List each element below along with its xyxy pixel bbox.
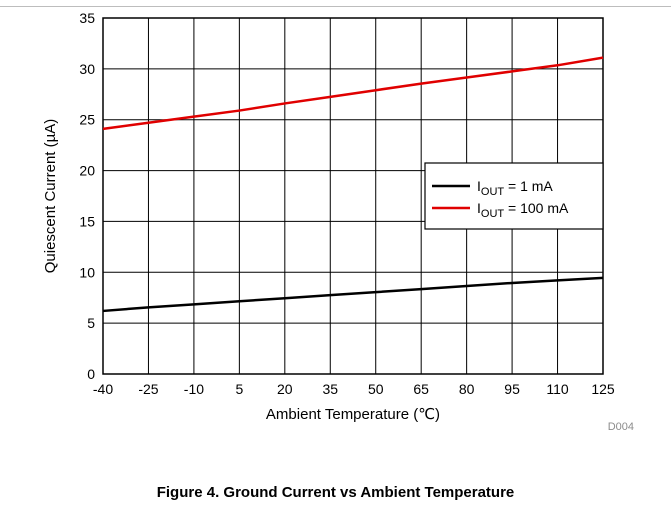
y-tick-label: 25 bbox=[79, 112, 95, 128]
x-tick-label: 5 bbox=[235, 381, 243, 397]
x-tick-label: 80 bbox=[459, 381, 475, 397]
figure-caption: Figure 4. Ground Current vs Ambient Temp… bbox=[156, 484, 515, 501]
legend-label-1: IOUT = 1 mA bbox=[477, 178, 553, 198]
x-tick-label: -40 bbox=[93, 381, 113, 397]
legend-box bbox=[424, 162, 604, 230]
y-tick-label: 0 bbox=[87, 366, 95, 382]
y-tick-label: 15 bbox=[79, 213, 95, 229]
x-tick-label: -10 bbox=[184, 381, 204, 397]
x-tick-label: 50 bbox=[368, 381, 384, 397]
top-rule bbox=[0, 6, 671, 7]
figure-code-label: D004 bbox=[608, 421, 634, 433]
y-tick-label: 5 bbox=[87, 315, 95, 331]
y-tick-label: 35 bbox=[79, 10, 95, 26]
legend-label-2: IOUT = 100 mA bbox=[477, 200, 569, 220]
x-tick-label: 110 bbox=[546, 381, 569, 397]
series-line-1 bbox=[102, 276, 604, 313]
x-tick-label: 35 bbox=[322, 381, 338, 397]
x-tick-label: 125 bbox=[591, 381, 615, 397]
y-tick-label: 10 bbox=[79, 264, 95, 280]
y-axis-label: Quiescent Current (µA) bbox=[42, 119, 59, 274]
y-tick-label: 30 bbox=[79, 61, 95, 77]
x-tick-label: -25 bbox=[138, 381, 158, 397]
series-line-2 bbox=[102, 56, 604, 131]
x-axis-label: Ambient Temperature (℃) bbox=[266, 406, 440, 423]
x-tick-label: 65 bbox=[413, 381, 429, 397]
x-tick-label: 95 bbox=[504, 381, 520, 397]
x-tick-label: 20 bbox=[277, 381, 293, 397]
y-tick-label: 20 bbox=[79, 163, 95, 179]
quiescent-current-chart: -40 -25 -10 5 20 35 50 65 80 95 110 125 0 5 10 15 20 25 30… bbox=[42, 10, 634, 433]
